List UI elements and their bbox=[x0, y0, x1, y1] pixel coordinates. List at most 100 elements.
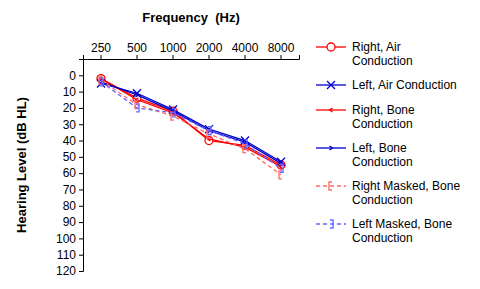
y-tick-label: 30 bbox=[63, 118, 77, 132]
x-tick-label: 500 bbox=[127, 41, 147, 55]
y-tick-mark bbox=[79, 157, 83, 158]
legend-marker bbox=[329, 182, 332, 190]
y-axis-line bbox=[79, 60, 84, 272]
y-tick-mark bbox=[79, 141, 83, 142]
series-marker bbox=[280, 164, 283, 172]
y-tick: 120 bbox=[56, 264, 83, 278]
legend-label-line: Right Masked, Bone bbox=[352, 179, 460, 193]
legend-marker bbox=[330, 108, 333, 112]
x-tick-label: 1000 bbox=[160, 41, 187, 55]
series-marker bbox=[136, 93, 139, 97]
y-tick-label: 90 bbox=[63, 215, 77, 229]
y-tick: 30 bbox=[63, 118, 83, 132]
y-axis: 0 10 20 30 40 50 60 70 80 90 100 110 120 bbox=[56, 60, 84, 279]
legend: Right, AirConductionLeft, Air Conduction… bbox=[316, 40, 460, 245]
y-tick: 10 bbox=[63, 85, 83, 99]
x-tick-mark bbox=[281, 55, 282, 59]
legend-label: Left Masked, BoneConduction bbox=[352, 217, 452, 245]
x-tick-label: 250 bbox=[91, 41, 111, 55]
x-axis-title: Frequency (Hz) bbox=[142, 10, 240, 25]
x-tick-mark bbox=[245, 55, 246, 59]
legend-label: Left, Air Conduction bbox=[352, 78, 457, 92]
y-tick-mark bbox=[79, 189, 83, 190]
y-tick: 60 bbox=[63, 166, 83, 180]
y-tick-mark bbox=[79, 255, 83, 256]
legend-label-line: Left, Air Conduction bbox=[352, 78, 457, 92]
y-tick-label: 110 bbox=[57, 248, 76, 262]
series-marker bbox=[208, 127, 211, 135]
y-tick-label: 100 bbox=[56, 232, 76, 246]
series-marker bbox=[244, 140, 247, 148]
x-tick: 4000 bbox=[232, 41, 259, 59]
x-tick: 250 bbox=[91, 41, 111, 59]
y-tick-mark bbox=[79, 173, 83, 174]
series-line bbox=[101, 82, 281, 168]
x-tick-mark bbox=[173, 55, 174, 59]
legend-label-line: Right, Air bbox=[352, 40, 401, 54]
legend-label: Right, AirConduction bbox=[352, 40, 413, 68]
y-tick-label: 50 bbox=[63, 150, 77, 164]
y-tick: 80 bbox=[63, 199, 83, 213]
y-tick-label: 10 bbox=[63, 85, 77, 99]
y-tick: 90 bbox=[63, 215, 83, 229]
legend-label-line: Conduction bbox=[352, 117, 413, 131]
legend-swatch bbox=[316, 223, 346, 224]
legend-marker bbox=[330, 146, 333, 150]
legend-marker bbox=[327, 81, 335, 89]
legend-label-line: Conduction bbox=[352, 231, 413, 245]
x-tick-mark bbox=[137, 55, 138, 59]
y-tick: 0 bbox=[69, 69, 83, 83]
legend-label: Left, BoneConduction bbox=[352, 141, 413, 169]
x-axis: 250 500 1000 2000 4000 8000 bbox=[84, 41, 300, 60]
y-tick-mark bbox=[79, 124, 83, 125]
y-tick-mark bbox=[79, 92, 83, 93]
series-marker bbox=[244, 140, 247, 144]
series-marker bbox=[136, 104, 139, 112]
y-tick-label: 20 bbox=[63, 101, 77, 115]
x-tick-label: 2000 bbox=[196, 41, 223, 55]
legend-label-line: Left, Bone bbox=[352, 141, 407, 155]
y-tick-mark bbox=[79, 108, 83, 109]
series-line bbox=[101, 80, 281, 175]
y-tick: 50 bbox=[63, 150, 83, 164]
series-marker bbox=[100, 78, 103, 86]
series-marker bbox=[244, 145, 247, 149]
y-tick-label: 70 bbox=[63, 183, 77, 197]
y-tick: 110 bbox=[57, 248, 83, 262]
y-tick-label: 80 bbox=[63, 199, 77, 213]
legend-label-line: Conduction bbox=[352, 193, 413, 207]
legend-item: Right Masked, BoneConduction bbox=[316, 179, 460, 207]
series-marker bbox=[243, 145, 246, 153]
y-tick: 40 bbox=[63, 134, 83, 148]
y-axis-title: Hearing Level (dB HL) bbox=[14, 97, 29, 233]
series-line bbox=[101, 82, 281, 164]
series-marker bbox=[172, 109, 175, 117]
legend-swatch bbox=[316, 185, 346, 186]
x-tick: 8000 bbox=[268, 41, 295, 59]
y-tick-label: 60 bbox=[63, 166, 77, 180]
x-tick: 2000 bbox=[196, 41, 223, 59]
legend-marker bbox=[330, 220, 333, 228]
y-tick-label: 0 bbox=[69, 69, 76, 83]
legend-item: Right, BoneConduction bbox=[316, 103, 415, 131]
legend-label: Right Masked, BoneConduction bbox=[352, 179, 460, 207]
legend-item: Left Masked, BoneConduction bbox=[316, 217, 452, 245]
y-tick: 20 bbox=[63, 101, 83, 115]
x-tick-label: 8000 bbox=[268, 41, 295, 55]
y-tick-label: 40 bbox=[63, 134, 77, 148]
x-tick-mark bbox=[209, 55, 210, 59]
x-tick: 500 bbox=[127, 41, 147, 59]
y-tick-mark bbox=[79, 222, 83, 223]
legend-item: Right, AirConduction bbox=[316, 40, 413, 68]
y-tick: 100 bbox=[56, 232, 83, 246]
x-tick: 1000 bbox=[160, 41, 187, 59]
x-axis-line bbox=[84, 55, 300, 60]
legend-item: Left, BoneConduction bbox=[316, 141, 413, 169]
x-tick-label: 4000 bbox=[232, 41, 259, 55]
chart: 250 500 1000 2000 4000 8000 0 10 20 30 40 50 60 70 80 9… bbox=[0, 0, 480, 289]
y-tick-mark bbox=[79, 271, 83, 272]
legend-label-line: Conduction bbox=[352, 155, 413, 169]
y-tick-mark bbox=[79, 75, 83, 76]
legend-label-line: Right, Bone bbox=[352, 103, 415, 117]
legend-item: Left, Air Conduction bbox=[316, 78, 457, 92]
